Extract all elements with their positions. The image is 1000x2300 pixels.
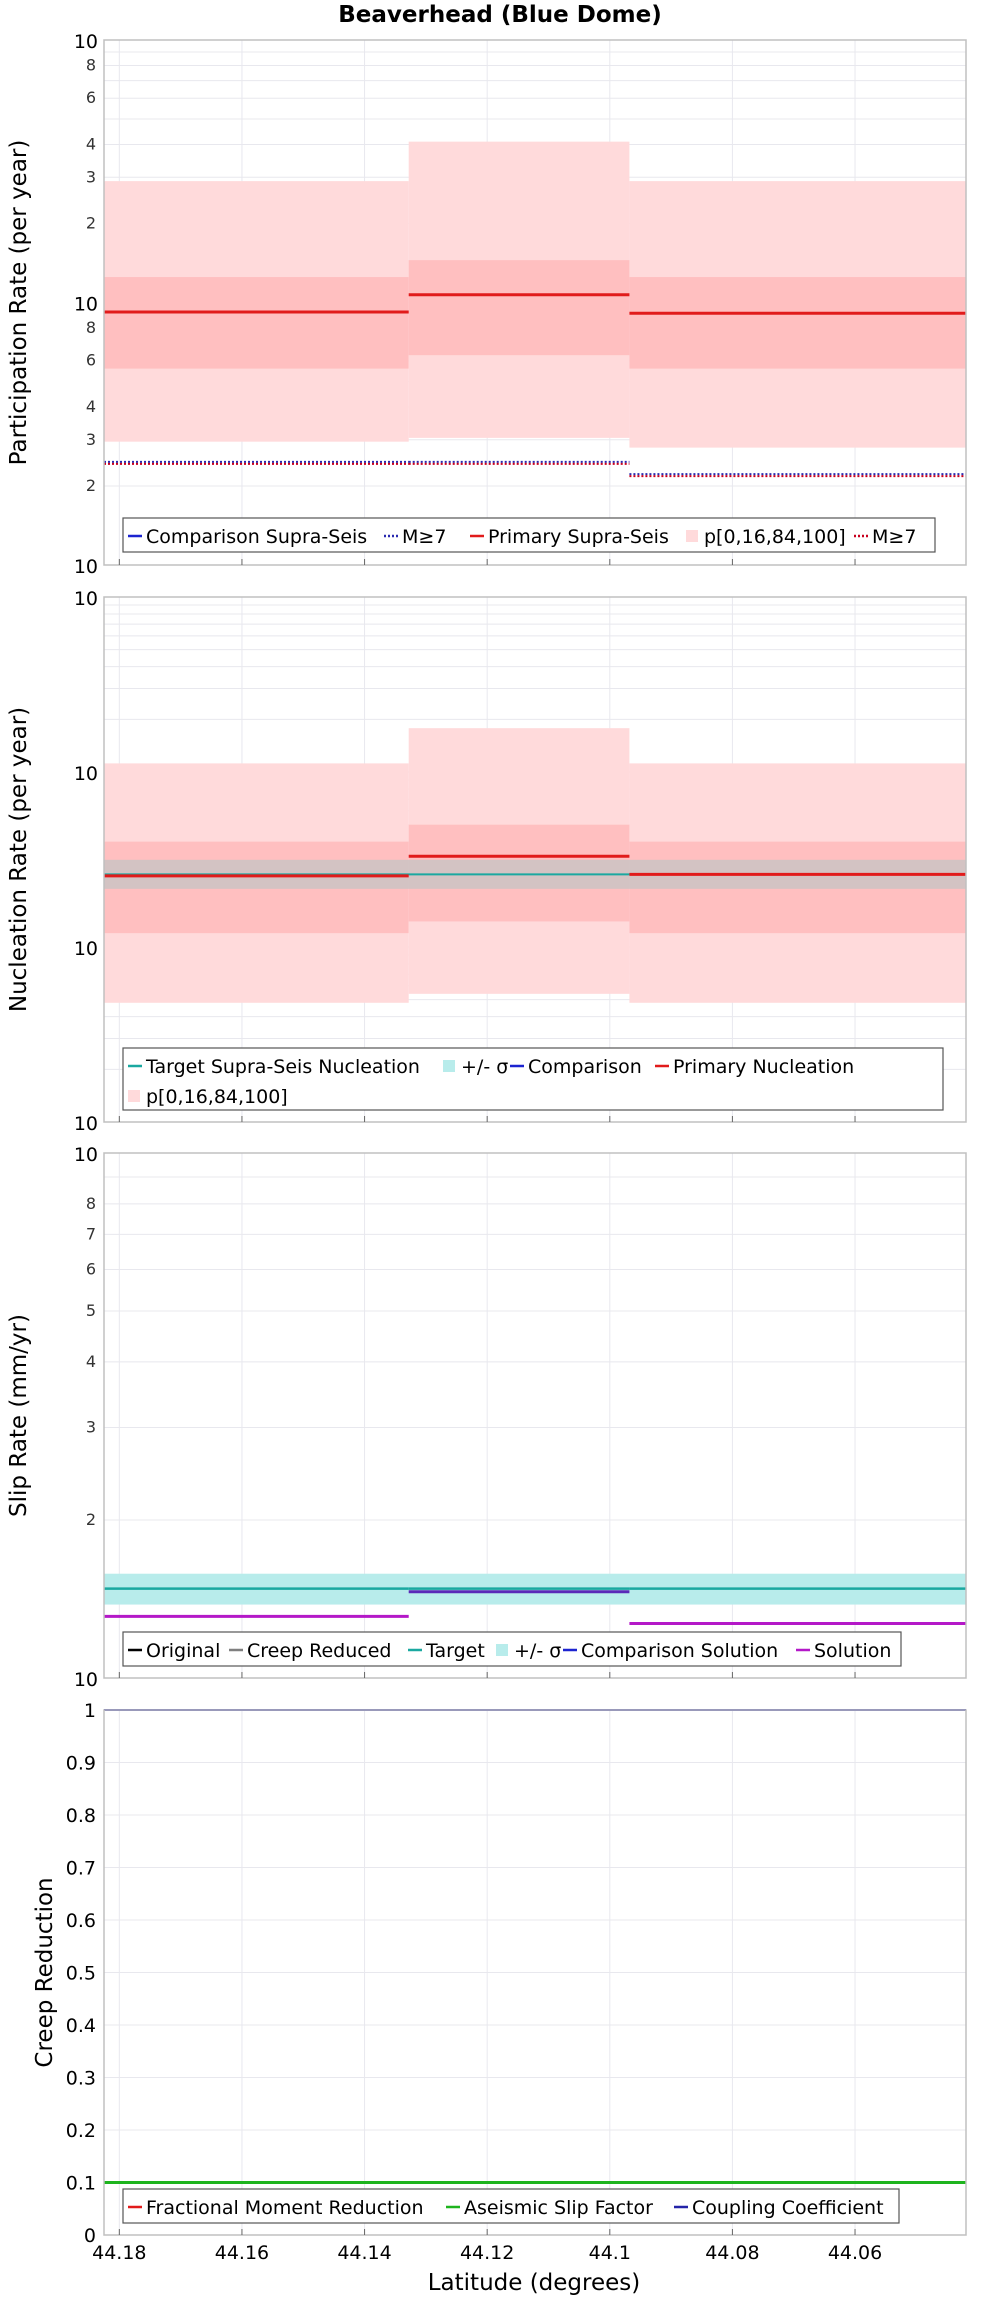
y-tick-label: 0.6 bbox=[66, 1910, 96, 1932]
y-minor-tick-label: 2 bbox=[86, 1510, 96, 1529]
legend-entry-label: Comparison Supra-Seis bbox=[146, 526, 367, 548]
y-minor-tick-label: 6 bbox=[86, 88, 96, 107]
y-minor-tick-label: 6 bbox=[86, 351, 96, 370]
y-tick-label: 0.2 bbox=[66, 2120, 96, 2142]
legend-swatch bbox=[496, 1644, 508, 1656]
slip-rate-panel: 2 3 4 5 6 7 8 10 10 Slip Rate (mm/yr) Original Cree… bbox=[6, 1144, 967, 1691]
legend-entry-label: Coupling Coefficient bbox=[692, 2197, 884, 2219]
legend-entry-label: Comparison Solution bbox=[581, 1640, 778, 1662]
plot-frame bbox=[103, 1709, 967, 2236]
y-tick-label: 10 bbox=[74, 31, 98, 53]
y-tick-label: 0.8 bbox=[66, 1805, 96, 1827]
y-tick-label: 10 bbox=[74, 763, 98, 785]
x-tick-label: 44.14 bbox=[337, 2242, 391, 2264]
y-tick-label: 0.1 bbox=[66, 2173, 96, 2195]
y-minor-tick-label: 7 bbox=[86, 1224, 96, 1243]
y-tick-label: 10 bbox=[74, 588, 98, 610]
legend-entry-label: Solution bbox=[814, 1640, 891, 1662]
y-tick-label: 10 bbox=[74, 1144, 98, 1166]
legend-entry-label: Creep Reduced bbox=[247, 1640, 391, 1662]
y-minor-tick-label: 2 bbox=[86, 476, 96, 495]
legend-swatch bbox=[443, 1060, 455, 1072]
legend-entry-label: Target bbox=[425, 1640, 485, 1662]
x-tick-label: 44.12 bbox=[460, 2242, 514, 2264]
legend-entry-label: Fractional Moment Reduction bbox=[146, 2197, 424, 2219]
legend-entry-label: Primary Nucleation bbox=[673, 1056, 854, 1078]
legend-entry-label: p[0,16,84,100] bbox=[704, 526, 846, 548]
x-tick-label: 44.08 bbox=[705, 2242, 759, 2264]
legend-swatch bbox=[686, 530, 698, 542]
y-minor-tick-label: 6 bbox=[86, 1259, 96, 1278]
y-tick-label: 10 bbox=[74, 556, 98, 578]
y-tick-label: 10 bbox=[74, 1113, 98, 1135]
nucleation-y-axis-label: Nucleation Rate (per year) bbox=[6, 707, 32, 1012]
p16-84-band bbox=[629, 277, 966, 369]
y-minor-tick-label: 3 bbox=[86, 1418, 96, 1437]
legend-box bbox=[122, 1047, 944, 1111]
y-tick-label: 0.4 bbox=[66, 2015, 96, 2037]
legend-entry-label: Comparison bbox=[528, 1056, 642, 1078]
legend-entry-label: M≥7 bbox=[872, 526, 916, 548]
legend-entry-label: +/- σ bbox=[514, 1640, 561, 1662]
legend-entry-label: p[0,16,84,100] bbox=[146, 1086, 288, 1108]
plot-frame bbox=[103, 1152, 967, 1679]
y-minor-tick-label: 2 bbox=[86, 213, 96, 232]
y-tick-label: 10 bbox=[74, 1669, 98, 1691]
x-tick-label: 44.16 bbox=[215, 2242, 269, 2264]
participation-y-axis-label: Participation Rate (per year) bbox=[6, 140, 32, 466]
legend-entry-label: Original bbox=[146, 1640, 220, 1662]
slip-rate-y-axis-label: Slip Rate (mm/yr) bbox=[6, 1314, 32, 1517]
y-minor-tick-label: 8 bbox=[86, 55, 96, 74]
legend-entry-label: Target Supra-Seis Nucleation bbox=[145, 1056, 420, 1078]
y-tick-label: 0.7 bbox=[66, 1858, 96, 1880]
legend-swatch bbox=[128, 1090, 140, 1102]
chart-title: Beaverhead (Blue Dome) bbox=[338, 2, 661, 28]
y-minor-tick-label: 4 bbox=[86, 1352, 96, 1371]
y-minor-tick-label: 3 bbox=[86, 167, 96, 186]
legend-entry-label: M≥7 bbox=[402, 526, 446, 548]
y-minor-tick-label: 5 bbox=[86, 1301, 96, 1320]
x-tick-label: 44.18 bbox=[92, 2242, 146, 2264]
y-minor-tick-label: 4 bbox=[86, 397, 96, 416]
legend-entry-label: Aseismic Slip Factor bbox=[464, 2197, 653, 2219]
p16-84-band bbox=[104, 277, 409, 369]
p16-84-band bbox=[408, 260, 630, 356]
y-tick-label: 0.3 bbox=[66, 2068, 96, 2090]
legend-box bbox=[122, 1631, 902, 1667]
legend-entry-label: +/- σ bbox=[461, 1056, 508, 1078]
x-axis-label: Latitude (degrees) bbox=[428, 2270, 641, 2296]
x-tick-label: 44.06 bbox=[828, 2242, 882, 2264]
plot-frame bbox=[103, 596, 967, 1123]
y-minor-tick-label: 8 bbox=[86, 318, 96, 337]
nucleation-panel: 10 10 10 10 Nucleation Rate (per year) Target… bbox=[6, 588, 967, 1135]
y-tick-label: 10 bbox=[74, 294, 98, 316]
y-minor-tick-label: 3 bbox=[86, 430, 96, 449]
creep-reduction-panel: 44.18 44.16 44.14 44.12 44.1 44.08 44.06 0 0.1 0.… bbox=[32, 1700, 967, 2264]
y-tick-label: 0.5 bbox=[66, 1963, 96, 1985]
y-tick-label: 0.9 bbox=[66, 1753, 96, 1775]
participation-panel: 2 3 4 6 8 2 3 4 6 8 10 10 10 Participation Rate (per … bbox=[6, 31, 967, 578]
x-tick-label: 44.1 bbox=[589, 2242, 631, 2264]
y-minor-tick-label: 8 bbox=[86, 1194, 96, 1213]
y-minor-tick-label: 4 bbox=[86, 134, 96, 153]
plot-frame bbox=[103, 39, 967, 566]
legend-box bbox=[122, 2188, 900, 2224]
legend-box bbox=[122, 517, 936, 553]
y-tick-label: 0 bbox=[84, 2225, 96, 2247]
legend-entry-label: Primary Supra-Seis bbox=[488, 526, 669, 548]
y-tick-label: 1 bbox=[84, 1700, 96, 1722]
y-tick-label: 10 bbox=[74, 938, 98, 960]
creep-reduction-y-axis-label: Creep Reduction bbox=[32, 1877, 58, 2067]
